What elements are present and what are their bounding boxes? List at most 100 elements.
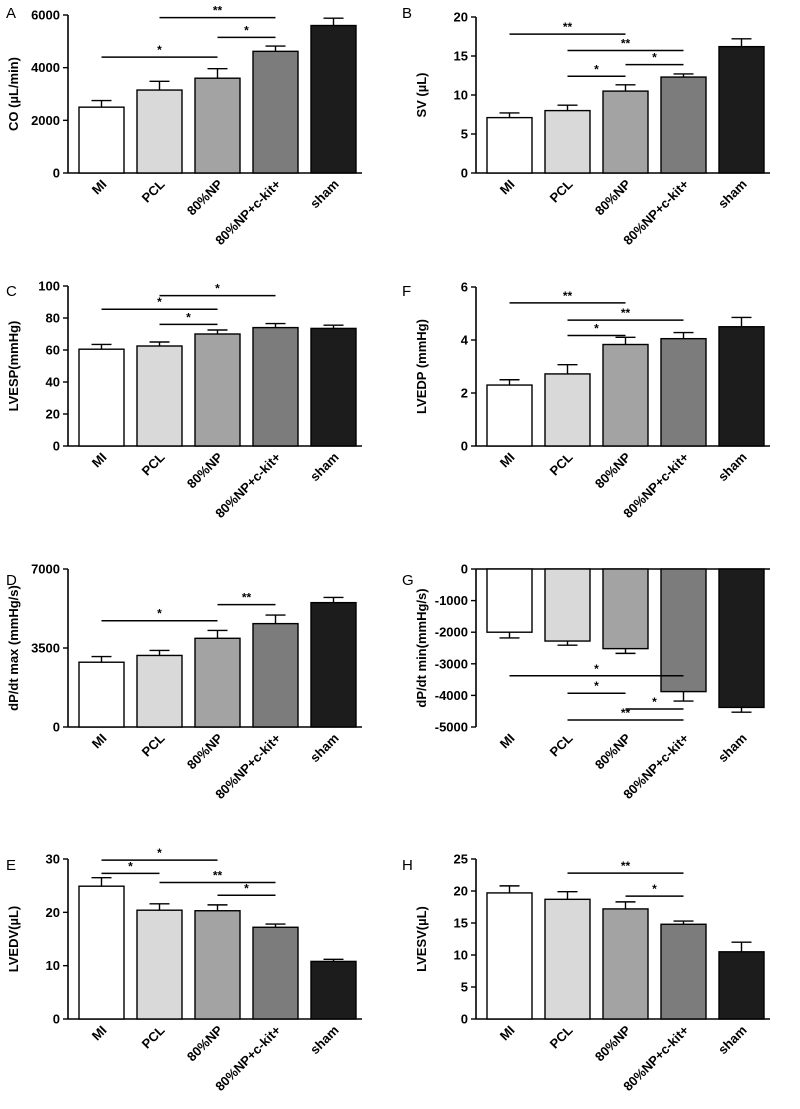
panel-label: E <box>6 857 16 874</box>
significance-label: ** <box>242 591 252 605</box>
significance-label: * <box>594 679 599 693</box>
bar-0 <box>78 885 125 1020</box>
y-tick-label: -5000 <box>435 720 468 735</box>
bar-1 <box>544 898 591 1020</box>
category-label: 80%NP <box>184 449 226 491</box>
panel-label: F <box>402 283 411 300</box>
y-tick-label: 7000 <box>31 562 60 577</box>
y-tick-label: 0 <box>461 1012 468 1027</box>
y-tick-label: 0 <box>461 439 468 454</box>
bar-4 <box>718 951 765 1020</box>
bar-1 <box>136 345 183 447</box>
bar-4 <box>718 326 765 447</box>
category-label: PCL <box>547 730 576 759</box>
significance-label: ** <box>621 706 631 720</box>
panel-label: A <box>6 5 16 22</box>
category-label: 80%NP <box>184 730 226 772</box>
bar-4 <box>310 327 357 447</box>
bar-2 <box>602 568 649 650</box>
significance-label: ** <box>621 37 631 51</box>
y-tick-label: 10 <box>454 948 468 963</box>
bar-0 <box>486 568 533 633</box>
category-label: MI <box>497 177 518 198</box>
category-label: MI <box>89 731 110 752</box>
y-axis-label: dP/dt max (mmHg/s) <box>6 585 21 711</box>
y-tick-label: 15 <box>454 916 468 931</box>
category-label: sham <box>715 450 750 485</box>
category-label: MI <box>89 450 110 471</box>
category-label: 80%NP <box>184 1022 226 1064</box>
significance-label: * <box>186 310 191 324</box>
bar-3 <box>252 926 299 1020</box>
bar-1 <box>136 89 183 174</box>
y-tick-label: 20 <box>454 884 468 899</box>
significance-label: * <box>244 23 249 37</box>
y-axis-label: LVEDV(µL) <box>6 906 21 972</box>
bar-2 <box>602 343 649 447</box>
bar-0 <box>486 116 533 174</box>
category-label: 80%NP <box>592 449 634 491</box>
y-tick-label: 0 <box>53 720 60 735</box>
panel-label: C <box>6 283 17 300</box>
significance-label: * <box>128 859 133 873</box>
category-label: sham <box>307 731 342 766</box>
bar-1 <box>136 909 183 1020</box>
y-axis-label: SV (µL) <box>414 72 429 117</box>
bar-0 <box>486 892 533 1020</box>
y-tick-label: 10 <box>454 88 468 103</box>
category-label: PCL <box>139 449 168 478</box>
bar-0 <box>78 661 125 728</box>
bar-4 <box>718 568 765 709</box>
y-tick-label: 25 <box>454 852 468 867</box>
significance-label: ** <box>621 859 631 873</box>
bar-2 <box>194 910 241 1020</box>
category-label: MI <box>497 1023 518 1044</box>
significance-label: * <box>157 295 162 309</box>
y-tick-label: 15 <box>454 49 468 64</box>
bar-3 <box>660 76 707 174</box>
bar-4 <box>310 601 357 728</box>
significance-label: ** <box>621 306 631 320</box>
y-tick-label: 20 <box>46 905 60 920</box>
category-label: sham <box>307 1023 342 1058</box>
panel-g: GdP/dt min(mmHg/s) 0 -1000 -2000 -3000 -4000 -… <box>402 562 770 802</box>
bar-1 <box>136 654 183 728</box>
y-axis-label: LVESV(µL) <box>414 906 429 972</box>
category-label: sham <box>307 450 342 485</box>
y-tick-label: -3000 <box>435 656 468 671</box>
y-tick-label: -2000 <box>435 625 468 640</box>
category-label: PCL <box>547 1022 576 1051</box>
y-tick-label: 5 <box>461 980 468 995</box>
panel-label: G <box>402 572 414 589</box>
y-tick-label: 2000 <box>31 113 60 128</box>
bar-2 <box>602 908 649 1020</box>
significance-label: * <box>244 881 249 895</box>
y-axis-label: CO (µL/min) <box>6 57 21 131</box>
y-tick-label: 5 <box>461 127 468 142</box>
significance-label: * <box>157 607 162 621</box>
bar-1 <box>544 109 591 174</box>
significance-label: ** <box>563 20 573 34</box>
bar-0 <box>78 348 125 447</box>
bar-2 <box>602 90 649 174</box>
y-tick-label: 80 <box>46 311 60 326</box>
y-tick-label: 100 <box>38 279 60 294</box>
category-label: MI <box>497 731 518 752</box>
category-label: 80%NP <box>184 176 226 218</box>
category-label: sham <box>715 1023 750 1058</box>
panel-label: D <box>6 572 17 589</box>
y-tick-label: 0 <box>461 166 468 181</box>
bar-4 <box>718 45 765 174</box>
category-label: MI <box>89 1023 110 1044</box>
y-tick-label: 20 <box>46 407 60 422</box>
significance-label: * <box>594 62 599 76</box>
category-label: PCL <box>139 176 168 205</box>
y-tick-label: 6 <box>461 280 468 295</box>
bar-3 <box>660 568 707 693</box>
